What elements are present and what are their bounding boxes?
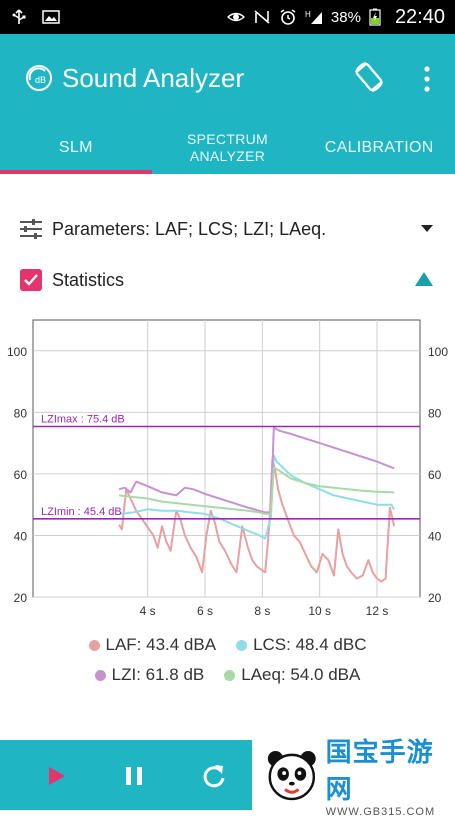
statistics-checkbox[interactable]: [20, 269, 42, 291]
y-tick-label-left: 60: [14, 468, 28, 482]
series-line-laf: [118, 457, 396, 583]
more-options-icon[interactable]: [420, 64, 434, 94]
reset-icon[interactable]: [200, 762, 228, 790]
legend-label-laeq: LAeq: 54.0 dBA: [241, 665, 361, 684]
image-icon: [42, 10, 60, 24]
no-notifications-icon: [254, 10, 270, 24]
signal-icon: H: [305, 10, 322, 24]
legend-dot-lcs: [236, 639, 248, 651]
tab-bar: SLM SPECTRUM ANALYZER CALIBRATION: [0, 122, 455, 174]
app-logo-icon: dB: [26, 65, 52, 91]
reference-line-label: LZImax : 75.4 dB: [41, 413, 125, 425]
legend-row-2: LZI: 61.8 dB LAeq: 54.0 dBA: [0, 660, 455, 690]
y-tick-label-right: 20: [428, 591, 442, 605]
series-line-laeq: [118, 466, 395, 515]
legend-label-laf: LAF: 43.4 dBA: [105, 635, 217, 654]
parameters-label: Parameters: LAF; LCS; LZI; LAeq.: [52, 218, 327, 239]
y-tick-label-right: 80: [428, 406, 442, 420]
legend-item-laeq: LAeq: 54.0 dBA: [224, 665, 360, 685]
x-tick-label: 8 s: [254, 604, 270, 618]
y-tick-label-right: 60: [428, 468, 442, 482]
legend-dot-laf: [88, 639, 100, 651]
legend-item-lcs: LCS: 48.4 dBC: [236, 635, 366, 655]
y-tick-label-left: 20: [14, 591, 28, 605]
svg-text:H: H: [305, 10, 311, 19]
svg-text:dB: dB: [35, 75, 46, 85]
legend-label-lzi: LZI: 61.8 dB: [111, 665, 205, 684]
statistics-row: Statistics: [20, 265, 440, 295]
y-tick-label-right: 100: [428, 345, 448, 359]
tab-slm-label: SLM: [58, 139, 93, 156]
tab-spectrum-label-line2: ANALYZER: [189, 148, 266, 164]
y-tick-label-right: 40: [428, 529, 442, 543]
battery-charging-icon: [369, 8, 381, 26]
battery-percent: 38%: [330, 8, 361, 26]
tab-slm[interactable]: SLM: [0, 122, 152, 174]
series-line-lzi: [118, 426, 395, 514]
usb-icon: [12, 9, 26, 24]
alarm-icon: [280, 9, 296, 25]
app-title: Sound Analyzer: [62, 62, 245, 93]
play-icon[interactable]: [42, 762, 70, 790]
legend-dot-laeq: [224, 669, 236, 681]
tune-icon: [20, 219, 42, 239]
tab-spectrum-label-line1: SPECTRUM: [187, 131, 268, 147]
y-tick-label-left: 40: [14, 529, 28, 543]
parameters-dropdown[interactable]: Parameters: LAF; LCS; LZI; LAeq.: [18, 212, 438, 246]
watermark: 国宝手游网 WWW.GB315.COM: [252, 737, 455, 818]
y-tick-label-left: 80: [14, 406, 28, 420]
pause-icon[interactable]: [120, 762, 148, 790]
legend-row-1: LAF: 43.4 dBA LCS: 48.4 dBC: [0, 630, 455, 660]
legend-label-lcs: LCS: 48.4 dBC: [253, 635, 367, 654]
clock: 22:40: [394, 5, 445, 28]
tab-calibration[interactable]: CALIBRATION: [303, 122, 455, 174]
check-icon: [24, 274, 38, 286]
dropdown-arrow-icon: [421, 225, 433, 232]
panda-logo-icon: [267, 751, 316, 801]
tab-spectrum-analyzer[interactable]: SPECTRUM ANALYZER: [152, 122, 304, 174]
series-line-lcs: [118, 454, 396, 540]
app-bar: dB Sound Analyzer: [0, 34, 455, 122]
y-tick-label-left: 100: [7, 345, 27, 359]
level-chart: 100 100 80 80 60 60 40 40 20 20 4 s 6 s 8 s 10 s 12 s L…: [7, 319, 448, 618]
status-bar: H 38% 22:40: [0, 0, 455, 34]
screen-rotation-icon[interactable]: [352, 60, 386, 94]
eye-icon: [226, 12, 245, 22]
reference-line-label: LZImin : 45.4 dB: [41, 506, 122, 518]
x-tick-label: 12 s: [366, 604, 389, 618]
legend-item-lzi: LZI: 61.8 dB: [94, 665, 205, 685]
tab-calibration-label: CALIBRATION: [324, 139, 434, 156]
watermark-url: WWW.GB315.COM: [325, 806, 436, 818]
chart-legend: LAF: 43.4 dBA LCS: 48.4 dBC LZI: 61.8 dB…: [0, 630, 455, 690]
legend-dot-lzi: [94, 669, 106, 681]
tab-active-indicator: [0, 170, 152, 174]
watermark-title: 国宝手游网: [325, 737, 434, 804]
collapse-arrow-icon[interactable]: [414, 271, 434, 287]
statistics-label: Statistics: [52, 269, 125, 290]
x-tick-label: 6 s: [197, 604, 213, 618]
x-tick-label: 10 s: [308, 604, 331, 618]
plot-frame: [32, 319, 421, 598]
x-tick-label: 4 s: [140, 604, 156, 618]
legend-item-laf: LAF: 43.4 dBA: [88, 635, 217, 655]
